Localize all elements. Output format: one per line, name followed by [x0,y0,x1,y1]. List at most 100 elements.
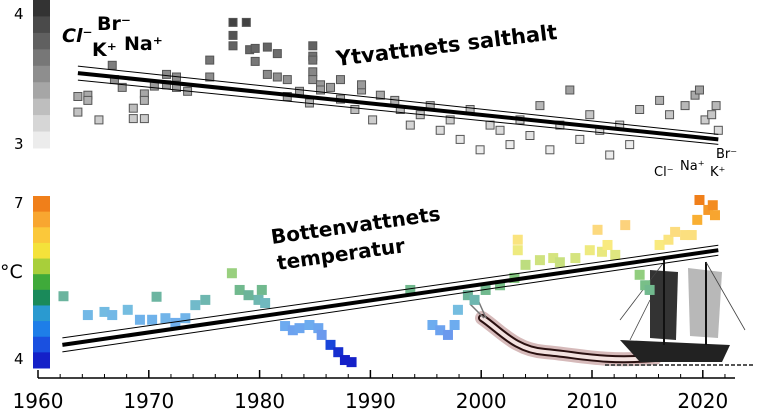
salinity-point [128,114,138,124]
salinity-point [250,43,260,53]
temperature-point [548,253,559,264]
salinity-colorbar-tick-min: 3 [14,135,24,153]
temperature-point [122,304,133,315]
temperature-point [692,214,703,225]
x-tick-label: 2020 [677,389,728,413]
salinity-point [162,69,172,79]
salinity-point [262,69,272,79]
temperature-point [592,224,603,235]
temperature-colorbar-tick-max: 7 [14,194,24,212]
colorbar-step [33,16,50,34]
temperature-point [99,306,110,317]
colorbar-step [33,258,50,275]
salinity-point [308,55,318,65]
salinity-point [308,41,318,51]
ion-label-cl: Cl⁻ [62,25,93,47]
temperature-point [280,321,291,332]
salinity-point [485,120,495,130]
salinity-point [585,110,595,120]
colorbar-step [33,82,50,100]
salinity-point [375,90,385,100]
ion-label-k: K⁺ [92,39,117,61]
temperature-point [134,314,145,325]
temperature-point [707,200,718,211]
salinity-point [605,150,615,160]
x-tick-label: 2010 [567,389,618,413]
temperature-point [260,298,271,309]
temperature-point [316,329,327,340]
temperature-point [670,226,681,237]
temperature-trend-line [62,248,719,347]
temperature-point [82,310,93,321]
temperature-point [346,357,357,368]
temperature-point [313,323,324,334]
salinity-point [535,101,545,111]
salinity-point [495,125,505,135]
salinity-point [575,134,585,144]
salinity-point [700,115,710,125]
temperature-lower-ci [62,254,719,353]
salinity-point [316,85,326,95]
ion-label-k-right: K⁺ [710,165,725,180]
temperature-point [180,313,191,324]
salinity-lower-ci [77,79,719,145]
salinity-colorbar-tick-max: 4 [14,5,24,23]
salinity-point [73,92,83,101]
temperature-point [570,253,581,264]
colorbar-step [33,65,50,83]
salinity-point [368,115,378,125]
salinity-point [228,41,238,51]
salinity-point [83,95,93,105]
x-tick-label: 1960 [13,389,64,413]
colorbar-step [33,242,50,260]
temperature-colorbar [33,196,50,369]
salinity-point [655,95,665,105]
salinity-point [272,49,282,59]
temperature-point [512,234,523,245]
salinity-point [250,56,260,66]
temperature-upper-ci [62,244,719,339]
salinity-point [262,42,272,52]
colorbar-step [33,196,50,213]
temperature-point [435,325,446,336]
colorbar-step [33,49,50,67]
colorbar-step [33,32,50,50]
salinity-point [665,110,675,120]
sailing-ship-illustration [605,258,755,366]
temperature-point [709,210,720,221]
salinity-point [625,140,635,150]
eel-illustration [469,299,662,367]
temperature-point [160,313,171,324]
x-tick-label: 2000 [456,389,507,413]
salinity-point [94,115,104,125]
salinity-point [357,80,367,90]
colorbar-step [33,352,50,369]
temperature-point [294,323,305,334]
temperature-point [253,294,264,305]
salinity-point [635,105,645,114]
temperature-point [654,239,665,250]
temperature-point [304,319,315,330]
salinity-point [505,140,515,150]
temperature-point [151,291,162,302]
colorbar-step [33,289,50,306]
temperature-point [107,310,118,321]
temperature-point [226,268,237,279]
temperature-point [287,325,298,336]
salinity-point [350,105,360,114]
salinity-point [565,85,575,95]
salinity-point [475,145,485,155]
temperature-point [427,319,438,330]
salinity-point [282,75,292,85]
temperature-point [452,304,463,315]
salinity-point [694,85,704,95]
temperature-point [610,249,621,260]
ion-label-na-right: Na⁺ [680,159,705,174]
temperature-point [339,355,350,366]
salinity-point [326,82,336,92]
colorbar-step [33,115,50,133]
salinity-point [713,125,723,135]
salinity-upper-ci [77,65,719,135]
colorbar-step [33,305,50,322]
